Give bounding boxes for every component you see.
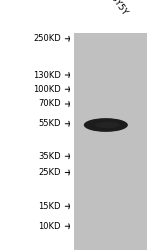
Bar [74, 32, 147, 250]
Text: 25KD: 25KD [39, 168, 61, 177]
Text: 70KD: 70KD [38, 100, 61, 108]
Text: 55KD: 55KD [39, 119, 61, 128]
Text: SH-SY5Y: SH-SY5Y [100, 0, 129, 18]
Ellipse shape [95, 122, 119, 128]
Text: 15KD: 15KD [39, 202, 61, 211]
Text: 250KD: 250KD [33, 34, 61, 43]
Ellipse shape [84, 118, 128, 132]
Text: 130KD: 130KD [33, 70, 61, 80]
Text: 100KD: 100KD [33, 85, 61, 94]
Text: 10KD: 10KD [39, 222, 61, 231]
Text: 35KD: 35KD [38, 152, 61, 161]
